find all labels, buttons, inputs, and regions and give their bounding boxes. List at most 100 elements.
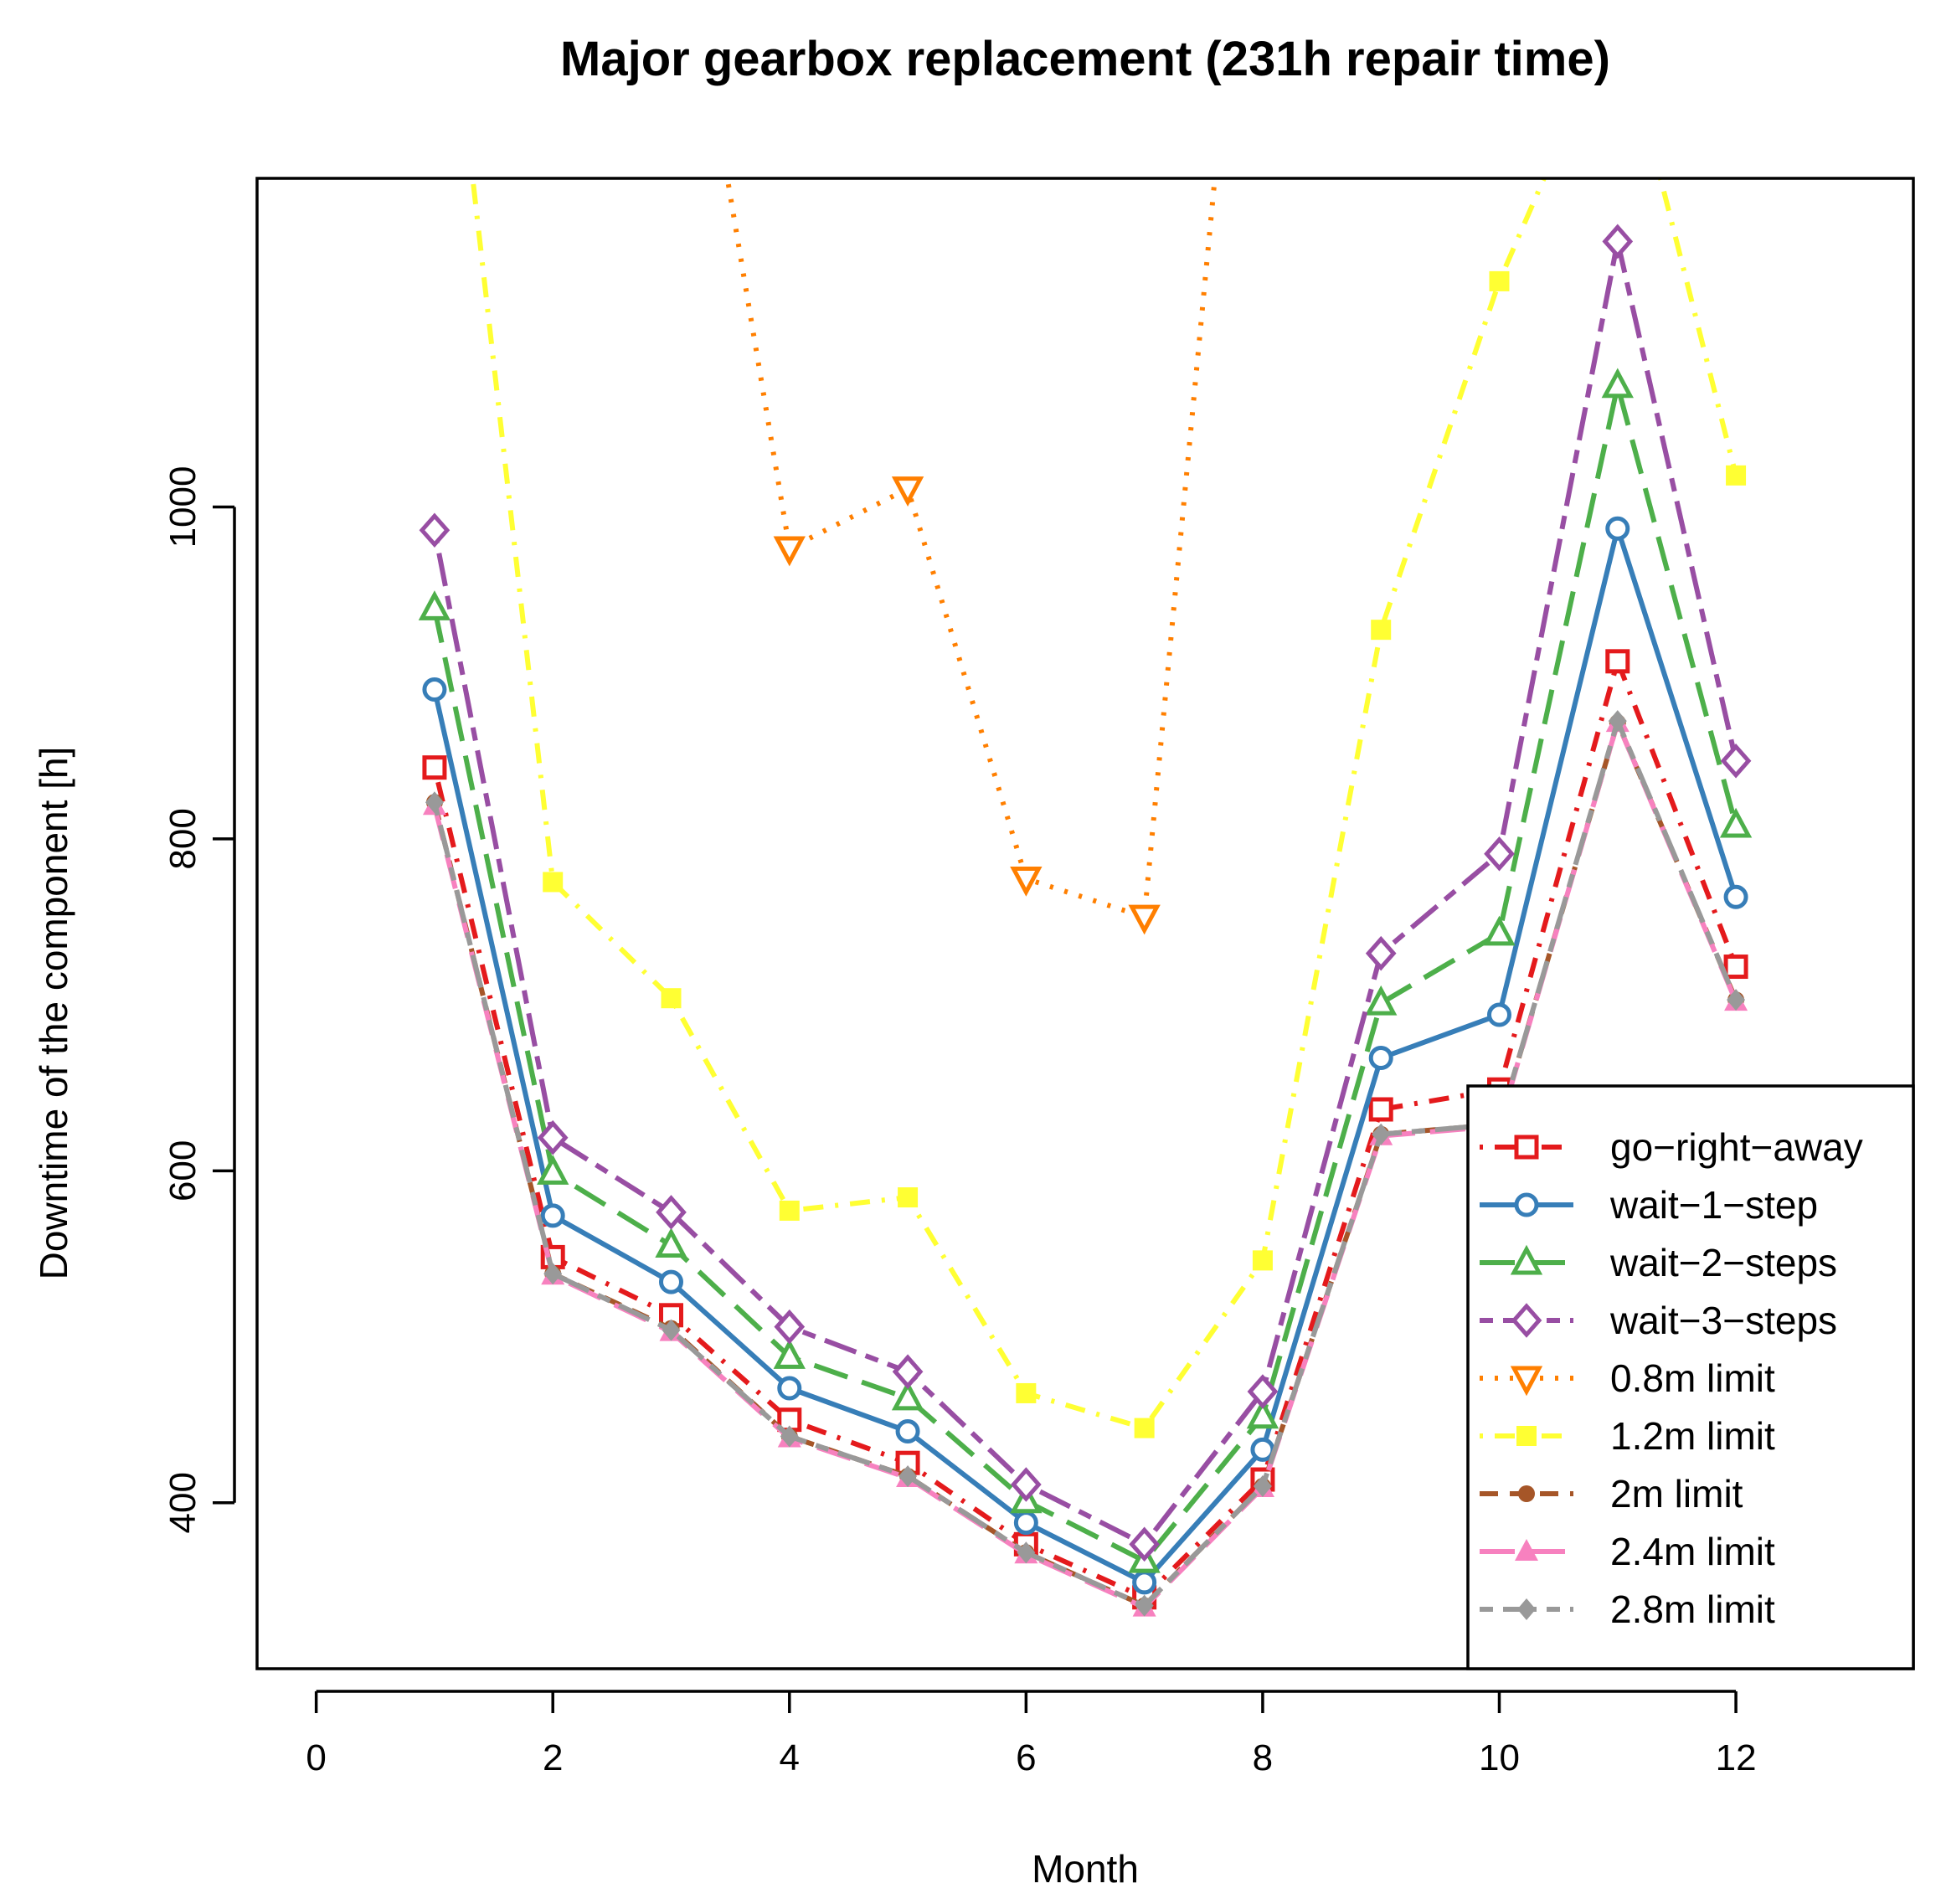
- data-point: [422, 755, 447, 780]
- data-point: [779, 1200, 800, 1221]
- legend-marker: [1514, 1135, 1539, 1160]
- data-point: [1246, 1398, 1279, 1429]
- data-point: [1365, 935, 1397, 971]
- data-point: [1013, 1510, 1038, 1536]
- y-axis-label: Downtime of the component [h]: [32, 747, 75, 1280]
- legend-item: 2m limit: [1480, 1472, 1743, 1515]
- legend-item: wait−3−steps: [1480, 1299, 1837, 1342]
- data-point: [425, 791, 444, 814]
- data-point: [1135, 1594, 1154, 1617]
- legend-item: wait−2−steps: [1480, 1241, 1837, 1284]
- data-point: [543, 1263, 563, 1285]
- data-point: [1010, 866, 1043, 897]
- data-point: [895, 1419, 920, 1444]
- series-line: [431, 383, 1738, 1564]
- legend-label: 2m limit: [1610, 1472, 1743, 1515]
- legend-label: 1.2m limit: [1610, 1414, 1775, 1458]
- series-2: [422, 516, 1748, 1595]
- data-point: [1250, 1437, 1275, 1462]
- data-point: [1605, 516, 1630, 541]
- series-9: [425, 710, 1746, 1617]
- data-point: [1487, 1002, 1511, 1027]
- data-point: [537, 1155, 569, 1185]
- data-point: [419, 512, 450, 548]
- legend-marker: [1510, 1244, 1543, 1275]
- data-point: [1602, 224, 1634, 260]
- series-layer: [418, 178, 1753, 1617]
- data-point: [892, 1354, 924, 1389]
- data-point: [1253, 1474, 1272, 1497]
- y-tick-label: 1000: [162, 466, 203, 548]
- data-point: [891, 1380, 924, 1411]
- data-point: [543, 872, 564, 893]
- data-point: [1252, 1250, 1273, 1271]
- x-tick-label: 12: [1716, 1737, 1757, 1778]
- data-point: [1371, 620, 1392, 641]
- data-point: [1483, 915, 1516, 946]
- data-point: [540, 1203, 565, 1228]
- legend-label: wait−1−step: [1609, 1183, 1818, 1227]
- data-point: [1727, 989, 1746, 1011]
- legend-label: wait−2−steps: [1609, 1241, 1837, 1284]
- legend-marker: [1518, 1485, 1535, 1502]
- data-point: [1489, 270, 1510, 291]
- data-point: [1372, 1123, 1391, 1145]
- series-4: [419, 224, 1752, 1562]
- y-tick-label: 600: [162, 1140, 203, 1202]
- data-point: [656, 1195, 687, 1230]
- data-point: [1247, 1374, 1279, 1409]
- x-tick-label: 0: [306, 1737, 326, 1778]
- axis-layer: 0 2 4 6 8 10 12 400 600 800 1000: [162, 466, 1757, 1778]
- data-point: [1365, 985, 1398, 1016]
- legend-item: 1.2m limit: [1480, 1414, 1775, 1458]
- data-point: [1368, 1097, 1393, 1122]
- data-point: [1129, 1526, 1160, 1562]
- series-line: [470, 178, 1739, 1431]
- series-line: [431, 239, 1739, 1547]
- series-3: [418, 368, 1753, 1573]
- legend: go−right−away wait−1−step wait−2−steps wait…: [1466, 1084, 1915, 1670]
- legend-marker: [1514, 1192, 1539, 1217]
- data-point: [773, 1339, 806, 1369]
- data-point: [1723, 955, 1748, 980]
- data-point: [1719, 807, 1753, 838]
- legend-marker: [1511, 1303, 1542, 1338]
- data-point: [1608, 710, 1627, 733]
- x-tick-label: 2: [543, 1737, 563, 1778]
- legend-marker: [1516, 1426, 1537, 1446]
- legend-marker: [1517, 1598, 1536, 1620]
- x-tick-label: 4: [780, 1737, 800, 1778]
- x-tick-label: 6: [1016, 1737, 1036, 1778]
- data-point: [655, 1227, 687, 1258]
- chart-title: Major gearbox replacement (231h repair t…: [560, 32, 1610, 86]
- data-point: [1017, 1541, 1036, 1564]
- legend-label: go−right−away: [1610, 1125, 1863, 1169]
- legend-marker: [1510, 1366, 1543, 1397]
- data-point: [1011, 1467, 1042, 1502]
- data-point: [1605, 649, 1630, 674]
- legend-label: 2.4m limit: [1610, 1530, 1775, 1573]
- legend-marker: [1515, 1539, 1538, 1561]
- legend-label: wait−3−steps: [1609, 1299, 1837, 1342]
- data-point: [1484, 836, 1515, 872]
- series-line: [431, 526, 1738, 1585]
- series-line: [431, 658, 1738, 1600]
- data-point: [537, 1119, 569, 1155]
- data-point: [1723, 884, 1748, 909]
- data-point: [1134, 1418, 1155, 1438]
- data-point: [661, 988, 682, 1009]
- data-point: [659, 1269, 683, 1294]
- legend-item: 0.8m limit: [1480, 1356, 1775, 1400]
- data-point: [1720, 743, 1752, 779]
- x-tick-label: 8: [1253, 1737, 1273, 1778]
- data-point: [422, 677, 447, 702]
- data-point: [1601, 368, 1634, 399]
- data-point: [780, 1425, 799, 1448]
- series-line: [431, 718, 1738, 1608]
- data-point: [777, 1376, 802, 1401]
- series-6: [470, 178, 1747, 1438]
- data-point: [773, 536, 806, 567]
- data-point: [774, 1309, 806, 1345]
- data-point: [662, 1319, 681, 1341]
